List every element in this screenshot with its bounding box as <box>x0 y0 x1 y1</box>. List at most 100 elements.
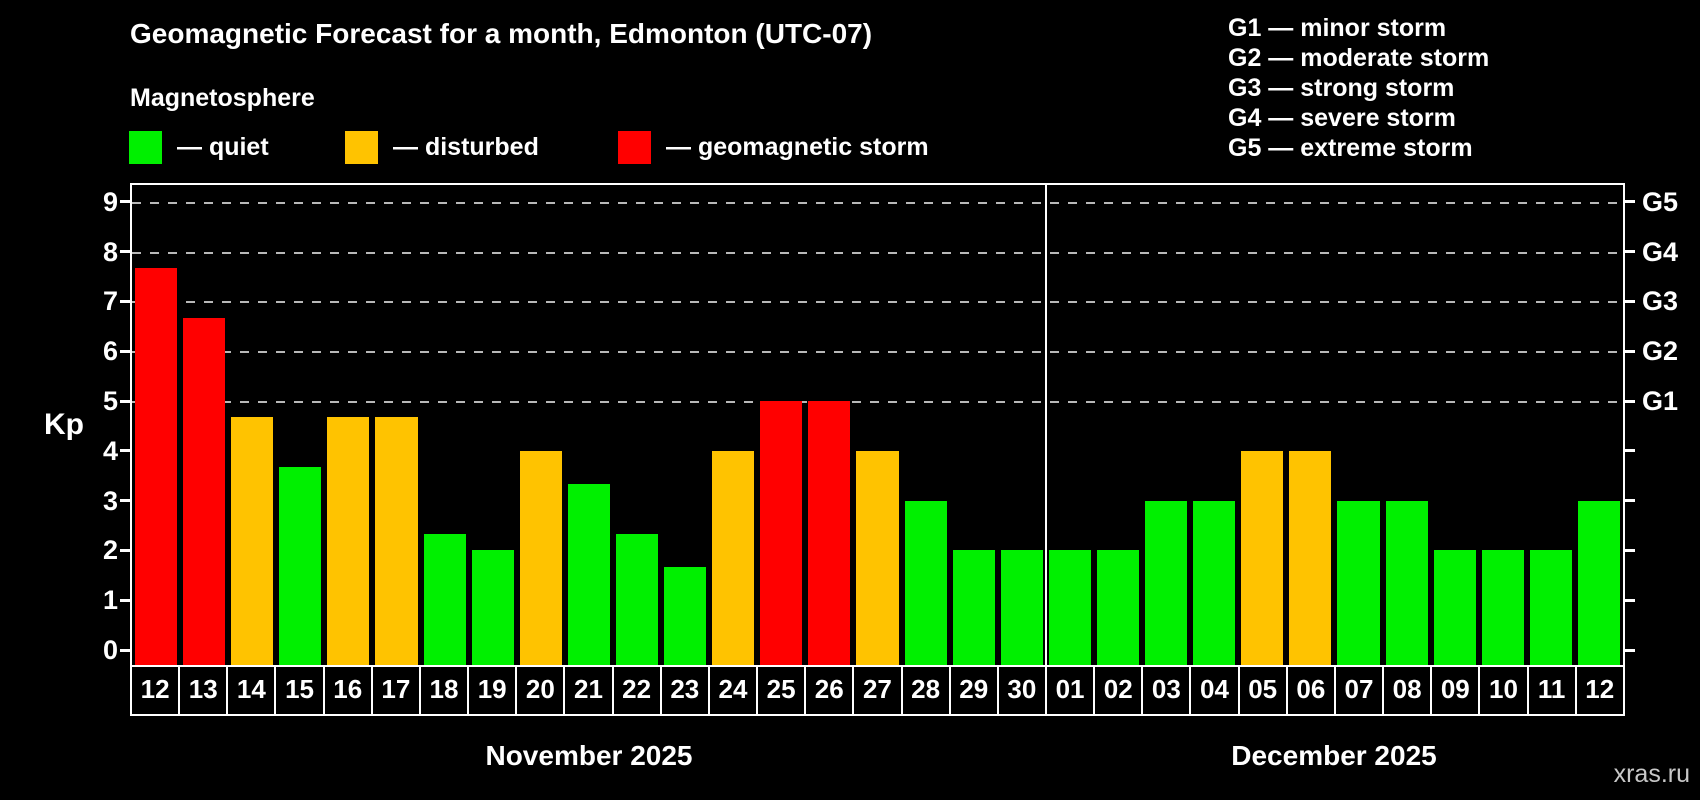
day-label-november-13: 13 <box>178 667 226 714</box>
kp-bar-november-27 <box>856 450 899 665</box>
g-legend-line-g3: G3 — strong storm <box>1228 74 1455 102</box>
y-tick-label-0: 0 <box>102 635 118 665</box>
kp-bar-november-13 <box>183 317 226 665</box>
day-label-december-03: 03 <box>1141 667 1189 714</box>
kp-bar-december-11 <box>1529 550 1572 665</box>
day-label-november-25: 25 <box>756 667 804 714</box>
watermark: xras.ru <box>1613 760 1690 788</box>
right-axis-label-g4: G4 <box>1642 236 1679 267</box>
legend-label-quiet: — quiet <box>177 133 269 161</box>
right-tick-2 <box>1625 548 1635 552</box>
day-label-november-23: 23 <box>659 667 708 714</box>
kp-bar-november-28 <box>904 500 947 665</box>
right-tick-3 <box>1625 499 1635 503</box>
kp-bar-november-19 <box>471 550 514 665</box>
right-axis-label-g3: G3 <box>1642 286 1679 317</box>
day-label-november-16: 16 <box>322 667 371 714</box>
day-label-november-30: 30 <box>996 667 1045 714</box>
g-legend-line-g1: G1 — minor storm <box>1228 14 1447 42</box>
legend-label-disturbed: — disturbed <box>393 133 539 161</box>
y-tick-label-2: 2 <box>102 535 118 566</box>
day-label-december-09: 09 <box>1430 667 1478 714</box>
kp-bar-november-30 <box>1000 550 1043 665</box>
right-axis-label-g2: G2 <box>1642 336 1679 367</box>
kp-bar-december-04 <box>1193 500 1236 665</box>
left-tick-6 <box>120 349 130 353</box>
day-label-november-14: 14 <box>226 667 274 714</box>
right-tick-1 <box>1625 598 1635 602</box>
kp-bar-december-08 <box>1385 500 1428 665</box>
kp-bar-november-25 <box>760 401 803 665</box>
day-label-december-10: 10 <box>1478 667 1526 714</box>
right-axis-label-g1: G1 <box>1642 386 1679 416</box>
y-tick-label-5: 5 <box>102 386 118 416</box>
left-tick-7 <box>120 299 130 303</box>
day-label-december-08: 08 <box>1382 667 1430 714</box>
kp-bar-december-02 <box>1096 550 1140 665</box>
day-label-november-22: 22 <box>611 667 660 714</box>
kp-bar-november-24 <box>712 450 755 665</box>
kp-bar-november-18 <box>423 533 466 665</box>
kp-bar-december-01 <box>1048 550 1091 665</box>
day-label-november-26: 26 <box>804 667 852 714</box>
day-label-november-17: 17 <box>370 667 419 714</box>
left-tick-0 <box>120 648 130 652</box>
gridline-kp-6 <box>132 351 1623 354</box>
kp-bar-december-10 <box>1481 550 1524 665</box>
month-separator-line <box>1044 185 1047 665</box>
legend-swatch-disturbed-icon <box>345 131 378 164</box>
kp-bar-november-23 <box>664 566 707 665</box>
right-axis-label-g5: G5 <box>1642 186 1679 217</box>
right-tick-5 <box>1625 399 1635 403</box>
left-tick-1 <box>120 598 130 602</box>
y-tick-label-8: 8 <box>102 236 118 267</box>
kp-bar-november-17 <box>375 417 418 665</box>
day-label-november-20: 20 <box>515 667 563 714</box>
day-label-november-12: 12 <box>140 674 170 704</box>
left-tick-4 <box>120 449 130 453</box>
y-tick-label-6: 6 <box>102 336 118 367</box>
day-label-november-18: 18 <box>418 667 467 714</box>
g-scale-legend: G1 — minor storm G2 — moderate storm G3 … <box>1228 13 1489 163</box>
kp-bar-december-12 <box>1577 500 1620 665</box>
y-tick-label-7: 7 <box>102 286 118 317</box>
day-label-november-19: 19 <box>467 667 515 714</box>
day-label-november-21: 21 <box>563 667 611 714</box>
day-label-november-28: 28 <box>900 667 949 714</box>
chart-title: Geomagnetic Forecast for a month, Edmont… <box>130 18 873 49</box>
day-label-november-29: 29 <box>948 667 997 714</box>
day-label-december-02: 02 <box>1093 667 1141 714</box>
kp-bar-december-05 <box>1241 450 1284 665</box>
kp-bar-november-15 <box>279 467 322 665</box>
left-tick-8 <box>120 250 130 254</box>
kp-bar-december-09 <box>1433 550 1476 665</box>
legend-swatch-storm-icon <box>618 131 651 164</box>
g-legend-line-g5: G5 — extreme storm <box>1228 134 1473 162</box>
g-legend-line-g4: G4 — severe storm <box>1228 104 1456 132</box>
kp-bar-november-22 <box>615 533 659 665</box>
kp-bar-november-29 <box>952 550 995 665</box>
left-tick-9 <box>120 200 130 204</box>
kp-bar-december-07 <box>1337 500 1380 665</box>
right-tick-0 <box>1625 648 1635 652</box>
right-tick-4 <box>1625 449 1635 453</box>
y-tick-label-3: 3 <box>102 485 118 516</box>
day-label-december-11: 11 <box>1526 667 1575 714</box>
day-label-november-24: 24 <box>707 667 756 714</box>
kp-bar-december-03 <box>1145 500 1188 665</box>
plot-area <box>130 183 1625 667</box>
kp-bar-november-16 <box>327 417 370 665</box>
kp-bar-december-06 <box>1289 450 1332 665</box>
left-tick-2 <box>120 548 130 552</box>
left-tick-3 <box>120 499 130 503</box>
month-label-november: November 2025 <box>485 740 693 771</box>
day-axis-band: 12 13 14 15 16 17 18 19 20 21 22 23 24 25 26 27 28 29 30 01… <box>130 667 1625 716</box>
kp-bar-november-26 <box>808 401 851 665</box>
day-label-november-27: 27 <box>852 667 900 714</box>
y-tick-label-1: 1 <box>102 585 118 616</box>
legend-label-storm: — geomagnetic storm <box>666 133 929 161</box>
day-label-december-05: 05 <box>1237 667 1286 714</box>
gridline-kp-7 <box>132 301 1623 304</box>
right-tick-7 <box>1625 299 1635 303</box>
